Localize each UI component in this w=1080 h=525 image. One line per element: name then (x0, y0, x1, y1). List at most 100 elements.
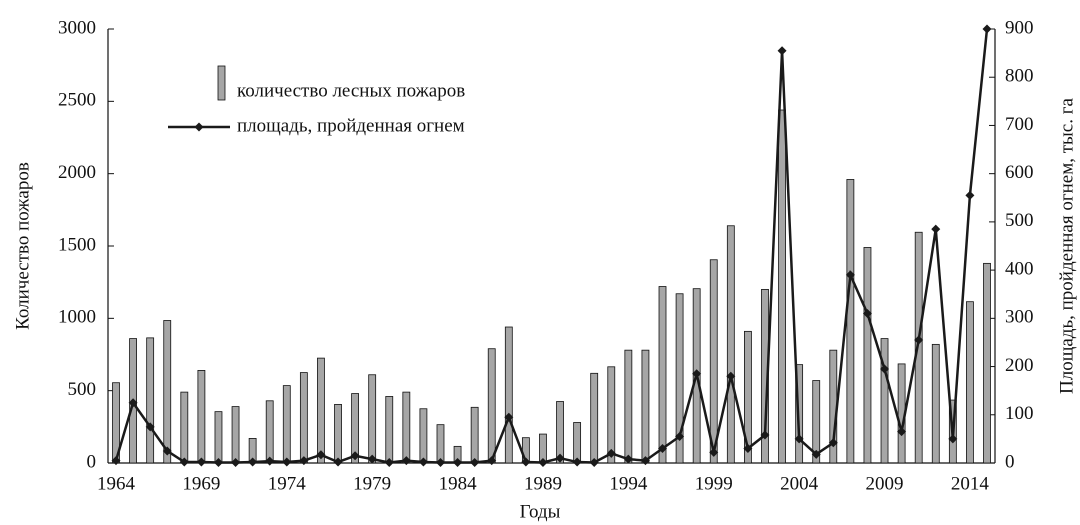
bar (556, 401, 564, 464)
bar (299, 372, 308, 464)
bar (607, 366, 616, 464)
y2-tick-label: 100 (1005, 403, 1034, 424)
y2-tick-label: 600 (1005, 162, 1034, 183)
point (743, 444, 753, 454)
y-tick-label: 2500 (58, 90, 96, 111)
bar (436, 424, 445, 464)
bar (573, 422, 582, 464)
y2-axis-title: Площадь, пройденная огнем, тыс. га (1056, 97, 1077, 394)
bar (863, 247, 872, 464)
bar (778, 109, 786, 464)
point (658, 444, 668, 454)
point (282, 457, 292, 467)
point (606, 448, 616, 458)
point (640, 456, 650, 466)
point (897, 427, 907, 437)
point (401, 456, 411, 466)
bar (317, 357, 325, 464)
point (231, 458, 241, 468)
bar (914, 231, 923, 464)
y-tick-label: 1000 (58, 307, 96, 328)
point (265, 456, 275, 466)
x-tick-label: 2014 (951, 473, 990, 494)
bar (966, 301, 974, 464)
bar (726, 225, 735, 464)
bar (146, 337, 155, 464)
point (572, 457, 582, 467)
x-tick-label: 1999 (695, 473, 733, 494)
bar (744, 330, 752, 464)
point (777, 46, 787, 56)
point (384, 458, 394, 468)
point (504, 412, 514, 422)
point (828, 438, 838, 448)
point (162, 446, 172, 456)
point (453, 458, 463, 468)
y2-tick-label: 800 (1005, 66, 1034, 87)
x-tick-label: 2009 (866, 473, 904, 494)
point (726, 371, 736, 381)
point (555, 453, 565, 463)
bar (983, 262, 991, 464)
bar (402, 391, 411, 464)
y2-tick-label: 400 (1005, 258, 1034, 279)
y-tick-label: 500 (68, 379, 97, 400)
bar (334, 404, 342, 464)
bar (931, 343, 940, 464)
x-tick-label: 1969 (182, 473, 220, 494)
point (418, 457, 428, 467)
point (196, 457, 206, 467)
point (982, 24, 992, 34)
point (145, 422, 155, 432)
bar (641, 349, 650, 464)
point (862, 309, 872, 319)
bar (709, 259, 718, 464)
y-tick-label: 3000 (58, 17, 96, 38)
bar (231, 406, 240, 464)
bar (265, 400, 274, 464)
bar (590, 372, 599, 464)
point (845, 270, 855, 280)
y-axis-title: Количество пожаров (12, 162, 33, 330)
bar (812, 380, 821, 464)
bar (470, 406, 479, 464)
bar (658, 286, 667, 464)
x-tick-label: 1989 (524, 473, 562, 494)
bar (385, 396, 394, 464)
y2-tick-label: 700 (1005, 114, 1034, 135)
point (965, 190, 975, 200)
point (794, 434, 804, 444)
point (367, 454, 377, 464)
point (914, 335, 924, 345)
point (350, 451, 360, 461)
y2-tick-label: 500 (1005, 210, 1034, 231)
point (179, 457, 189, 467)
bar (504, 326, 513, 464)
x-tick-label: 1984 (439, 473, 478, 494)
bar (368, 374, 377, 464)
bar (880, 338, 889, 464)
y2-tick-label: 300 (1005, 307, 1034, 328)
point (128, 398, 138, 408)
y-tick-label: 2000 (58, 162, 96, 183)
point (948, 434, 958, 444)
point (470, 458, 480, 468)
y-tick-label: 0 (87, 451, 97, 472)
point (931, 224, 941, 234)
x-tick-label: 2004 (780, 473, 819, 494)
point (521, 457, 531, 467)
y-tick-label: 1500 (58, 234, 96, 255)
point (213, 458, 223, 468)
bar (163, 320, 172, 464)
point (111, 456, 121, 466)
bar (282, 385, 291, 464)
bar (197, 370, 206, 464)
point (435, 458, 445, 468)
x-axis-title: Годы (520, 501, 561, 522)
x-tick-label: 1964 (97, 473, 136, 494)
point (675, 431, 685, 441)
bar (351, 393, 359, 464)
y2-tick-label: 900 (1005, 17, 1034, 38)
bar (214, 411, 223, 464)
